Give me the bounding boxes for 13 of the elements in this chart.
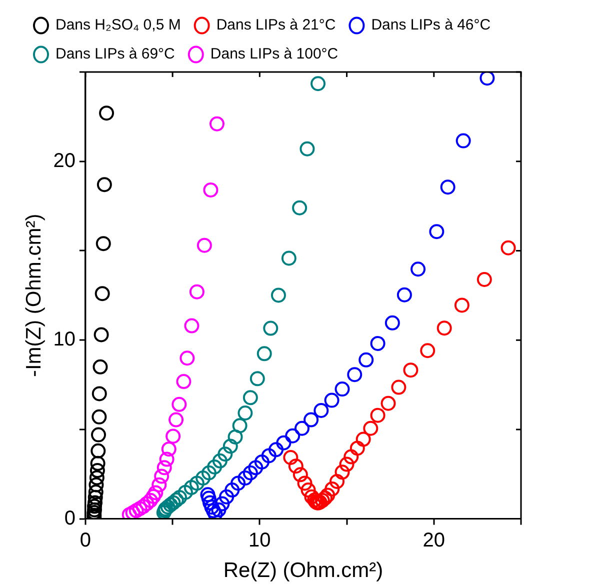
y-tick-label: 20 bbox=[53, 150, 76, 172]
x-tick-label: 10 bbox=[248, 529, 271, 552]
legend-label: Dans H₂SO₄ 0,5 M bbox=[56, 16, 181, 34]
x-axis-title: Re(Z) (Ohm.cm²) bbox=[223, 559, 384, 582]
legend-label: Dans LIPs à 46°C bbox=[371, 16, 491, 34]
y-axis-title: -Im(Z) (Ohm.cm²) bbox=[22, 214, 46, 378]
legend-label: Dans LIPs à 69°C bbox=[56, 46, 176, 63]
legend-label: Dans LIPs à 100°C bbox=[210, 46, 338, 63]
y-tick-label: 0 bbox=[64, 507, 76, 530]
x-tick-label: 0 bbox=[80, 529, 92, 552]
legend-label: Dans LIPs à 21°C bbox=[216, 16, 336, 34]
y-tick-label: 10 bbox=[53, 328, 76, 351]
x-tick-label: 20 bbox=[422, 529, 446, 552]
